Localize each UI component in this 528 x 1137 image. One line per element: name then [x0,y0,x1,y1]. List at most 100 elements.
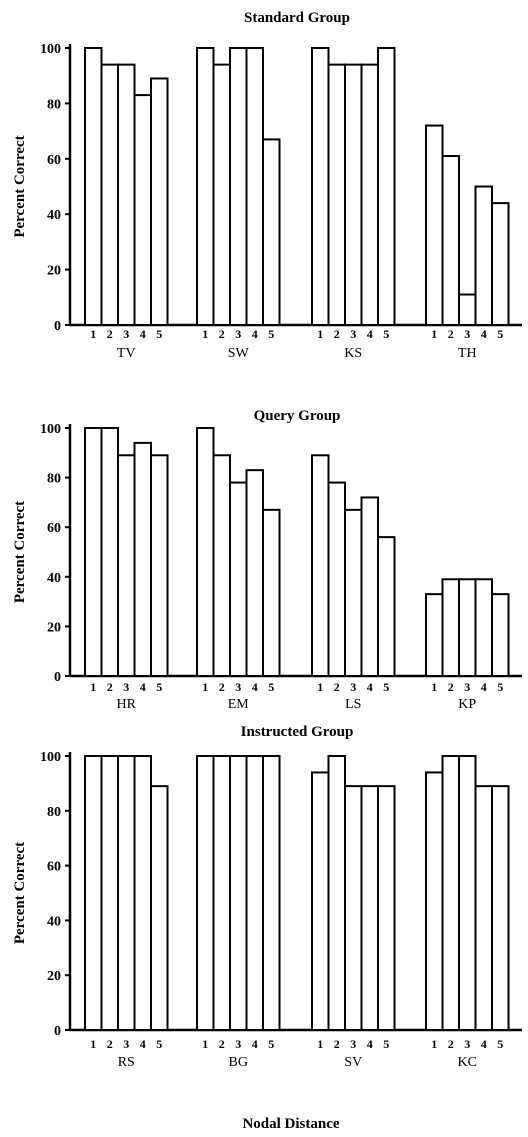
bar-kp-4 [474,578,493,678]
bar-label-rs-1: 1 [90,1037,96,1051]
bar-label-hr-1: 1 [90,680,96,694]
bar-label-kc-4: 4 [481,1037,487,1051]
bar-ls-1 [311,454,330,677]
y-tick-label-2-80: 80 [47,805,61,820]
bar-label-sw-3: 3 [235,327,241,341]
bar-kp-1 [425,593,444,677]
subject-label-hr: HR [117,697,137,712]
bar-label-ks-3: 3 [350,327,356,341]
bar-label-sv-4: 4 [367,1037,373,1051]
bar-ks-1 [311,47,330,326]
bar-label-sw-5: 5 [268,327,274,341]
bar-sw-5 [262,138,281,326]
bar-label-ls-2: 2 [334,680,340,694]
bar-hr-2 [100,427,119,677]
bar-bg-2 [212,755,231,1031]
bar-label-rs-4: 4 [140,1037,146,1051]
subject-label-sw: SW [228,346,250,361]
bar-label-bg-2: 2 [219,1037,225,1051]
bar-kp-3 [458,578,477,678]
bar-label-tv-5: 5 [156,327,162,341]
chart-title-2: Instructed Group [241,724,354,740]
bar-em-1 [196,427,215,677]
y-tick-label-1-80: 80 [47,472,61,487]
bar-label-sw-2: 2 [219,327,225,341]
y-tick-label-1-60: 60 [47,521,61,536]
y-axis-label-1: Percent Correct [12,501,28,603]
bar-label-tv-2: 2 [107,327,113,341]
bar-label-th-3: 3 [464,327,470,341]
bar-label-kc-1: 1 [431,1037,437,1051]
bar-label-tv-1: 1 [90,327,96,341]
bar-label-sv-5: 5 [383,1037,389,1051]
bar-tv-2 [100,63,119,327]
bar-bg-1 [196,755,215,1031]
bar-label-kc-3: 3 [464,1037,470,1051]
bar-label-kp-5: 5 [497,680,503,694]
bar-th-3 [458,293,477,326]
y-tick-label-1-0: 0 [54,670,61,685]
bar-label-kp-4: 4 [481,680,487,694]
bar-label-ks-2: 2 [334,327,340,341]
bar-label-ls-4: 4 [367,680,373,694]
y-tick-label-1-100: 100 [40,422,61,437]
bar-sv-2 [327,755,346,1031]
bar-label-rs-3: 3 [123,1037,129,1051]
bar-em-3 [229,481,248,677]
bar-hr-4 [133,441,152,677]
bar-hr-5 [150,454,169,677]
bar-ls-2 [327,481,346,677]
bar-label-hr-2: 2 [107,680,113,694]
bar-em-4 [245,469,264,677]
bar-label-sv-3: 3 [350,1037,356,1051]
y-tick-label-0-100: 100 [40,42,61,57]
y-tick-label-2-100: 100 [40,750,61,765]
bar-kc-4 [474,785,493,1032]
bar-sv-3 [344,785,363,1032]
bar-bg-5 [262,755,281,1031]
y-axis-label-0: Percent Correct [12,135,28,237]
bar-label-hr-3: 3 [123,680,129,694]
y-tick-label-2-20: 20 [47,969,61,984]
bar-label-th-5: 5 [497,327,503,341]
bar-label-th-1: 1 [431,327,437,341]
bar-label-bg-3: 3 [235,1037,241,1051]
bar-label-em-5: 5 [268,680,274,694]
bar-label-rs-2: 2 [107,1037,113,1051]
y-tick-label-2-0: 0 [54,1024,61,1039]
bar-em-2 [212,454,231,677]
bar-ks-2 [327,63,346,327]
bar-kp-2 [441,578,460,678]
bar-bg-4 [245,755,264,1031]
bar-sw-1 [196,47,215,326]
bar-label-hr-5: 5 [156,680,162,694]
bar-th-1 [425,124,444,326]
x-axis-label: Nodal Distance [242,1116,339,1132]
bar-label-kp-2: 2 [448,680,454,694]
subject-label-sv: SV [344,1055,362,1070]
bar-label-em-3: 3 [235,680,241,694]
bar-label-bg-1: 1 [202,1037,208,1051]
bar-label-hr-4: 4 [140,680,146,694]
chart-title-1: Query Group [254,408,341,424]
bar-th-2 [441,155,460,326]
bar-label-sv-2: 2 [334,1037,340,1051]
bar-label-bg-4: 4 [252,1037,258,1051]
subject-label-bg: BG [229,1055,248,1070]
y-tick-label-0-40: 40 [47,208,61,223]
subject-label-tv: TV [117,346,136,361]
bar-hr-3 [117,454,136,677]
bar-rs-2 [100,755,119,1031]
bar-label-kp-1: 1 [431,680,437,694]
bar-label-em-4: 4 [252,680,258,694]
bar-label-em-1: 1 [202,680,208,694]
bar-label-kc-2: 2 [448,1037,454,1051]
bar-label-sw-4: 4 [252,327,258,341]
y-axis-label-2: Percent Correct [12,842,28,944]
bar-label-ls-5: 5 [383,680,389,694]
bar-kp-5 [491,593,510,677]
bar-label-kp-3: 3 [464,680,470,694]
bar-kc-3 [458,755,477,1031]
bar-sw-4 [245,47,264,326]
bar-label-em-2: 2 [219,680,225,694]
